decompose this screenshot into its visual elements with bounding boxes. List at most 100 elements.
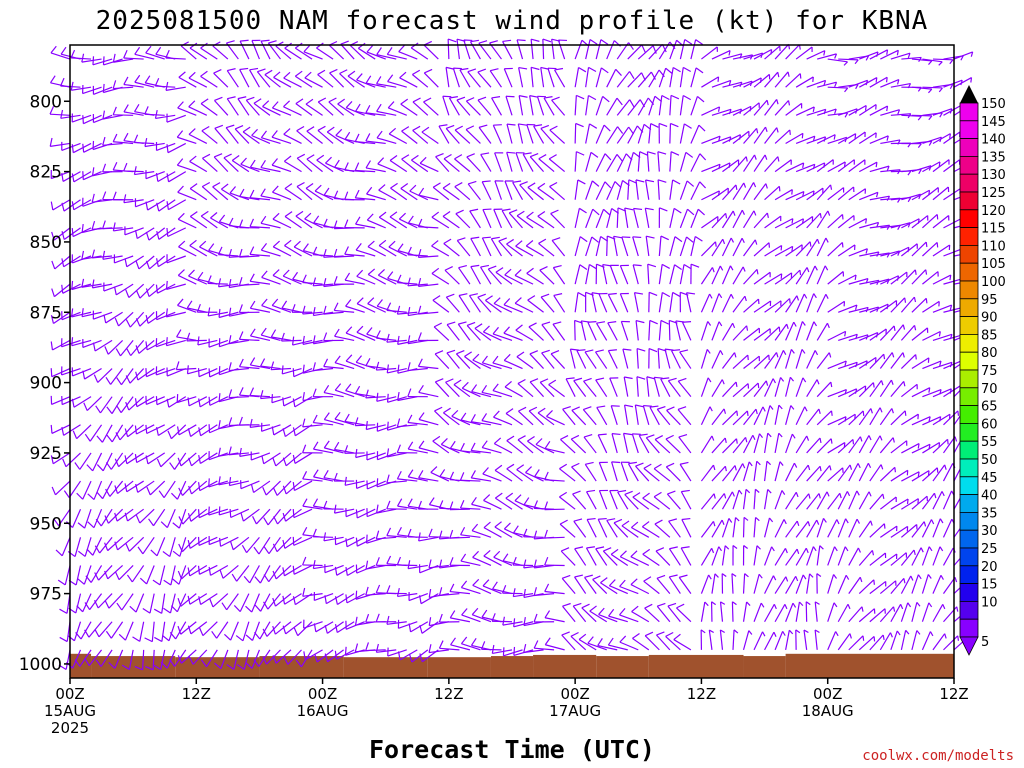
wind-barb <box>848 463 861 482</box>
wind-barb <box>176 394 197 404</box>
wind-barb <box>785 295 800 313</box>
barb-feather <box>86 464 94 472</box>
wind-barb <box>827 58 848 66</box>
wind-barb <box>166 199 187 211</box>
barb-staff <box>526 124 534 144</box>
wind-barb <box>827 442 846 454</box>
barb-staff <box>281 307 302 313</box>
wind-barb <box>494 180 504 200</box>
barb-feather <box>803 293 808 299</box>
wind-barb <box>516 351 534 370</box>
barb-staff <box>700 435 713 454</box>
barb-feather <box>354 162 360 171</box>
wind-barb <box>538 238 555 257</box>
barb-staff <box>506 440 523 454</box>
barb-feather <box>459 67 469 71</box>
barb-feather <box>272 570 277 580</box>
barb-staff <box>837 438 854 454</box>
wind-barb <box>477 293 492 313</box>
wind-barb <box>365 358 386 370</box>
barb-feather <box>407 307 411 316</box>
wind-barb <box>732 489 743 510</box>
barb-staff <box>168 621 176 641</box>
barb-staff <box>431 216 450 229</box>
barb-feather <box>644 603 653 609</box>
barb-feather <box>314 184 322 192</box>
barb-staff <box>517 383 534 398</box>
barb-feather <box>690 263 700 268</box>
barb-staff <box>537 187 555 201</box>
barb-feather <box>554 67 564 71</box>
barb-feather <box>613 518 623 524</box>
barb-feather <box>63 490 70 498</box>
wind-barb <box>598 489 608 510</box>
barb-staff <box>430 471 450 482</box>
barb-staff <box>731 601 734 622</box>
barb-staff <box>82 593 92 613</box>
barb-staff <box>178 424 197 436</box>
wind-barb <box>506 463 523 482</box>
wind-barb <box>337 98 355 116</box>
wind-barb <box>51 480 71 496</box>
barb-feather <box>561 631 570 636</box>
barb-feather <box>407 498 413 507</box>
wind-barb <box>123 194 144 204</box>
wind-barb <box>806 162 826 173</box>
barb-feather <box>455 209 464 215</box>
wind-barb <box>764 156 780 172</box>
wind-barb <box>104 593 124 609</box>
barb-staff <box>251 649 260 669</box>
barb-feather <box>711 267 715 273</box>
wind-barb <box>96 424 113 443</box>
barb-feather <box>438 640 444 649</box>
wind-barb <box>630 521 650 538</box>
wind-barb <box>74 452 92 470</box>
wind-barb <box>344 413 365 426</box>
barb-staff <box>848 518 858 538</box>
wind-barb <box>423 40 439 60</box>
barb-staff <box>397 505 418 510</box>
barb-staff <box>161 621 166 642</box>
barb-feather <box>386 615 390 625</box>
barb-feather <box>412 125 421 131</box>
barb-staff <box>753 433 761 454</box>
barb-staff <box>483 555 502 566</box>
barb-staff <box>774 631 784 651</box>
wind-barb <box>468 293 481 313</box>
barb-feather <box>865 55 870 61</box>
barb-staff <box>774 323 788 341</box>
barb-feather <box>313 469 319 478</box>
barb-feather <box>447 38 457 43</box>
wind-barb <box>102 110 123 120</box>
wind-barb <box>449 471 470 482</box>
wind-barb <box>61 199 81 212</box>
barb-staff <box>324 418 344 426</box>
wind-barb <box>434 406 450 426</box>
barb-feather <box>178 516 184 525</box>
wind-barb <box>743 210 757 229</box>
barb-feather <box>470 39 480 43</box>
barb-feather <box>506 151 516 154</box>
wind-barb <box>838 361 858 370</box>
wind-barb <box>523 559 544 569</box>
barb-feather <box>366 213 374 221</box>
wind-barb <box>71 280 92 291</box>
barb-staff <box>701 216 719 229</box>
barb-feather <box>210 212 218 219</box>
barb-staff <box>188 396 208 407</box>
wind-barb <box>166 113 186 123</box>
barb-feather <box>218 447 221 457</box>
wind-barb <box>701 106 721 116</box>
wind-barb <box>114 311 134 327</box>
barb-staff <box>92 452 103 472</box>
barb-staff <box>584 463 597 482</box>
wind-barb <box>827 519 840 538</box>
wind-barb <box>627 44 646 60</box>
barb-staff <box>282 275 302 285</box>
wind-barb <box>430 466 450 482</box>
barb-staff <box>548 384 565 398</box>
wind-barb <box>669 264 682 285</box>
barb-feather <box>849 464 853 470</box>
barb-feather <box>687 208 695 216</box>
barb-feather <box>161 634 170 642</box>
